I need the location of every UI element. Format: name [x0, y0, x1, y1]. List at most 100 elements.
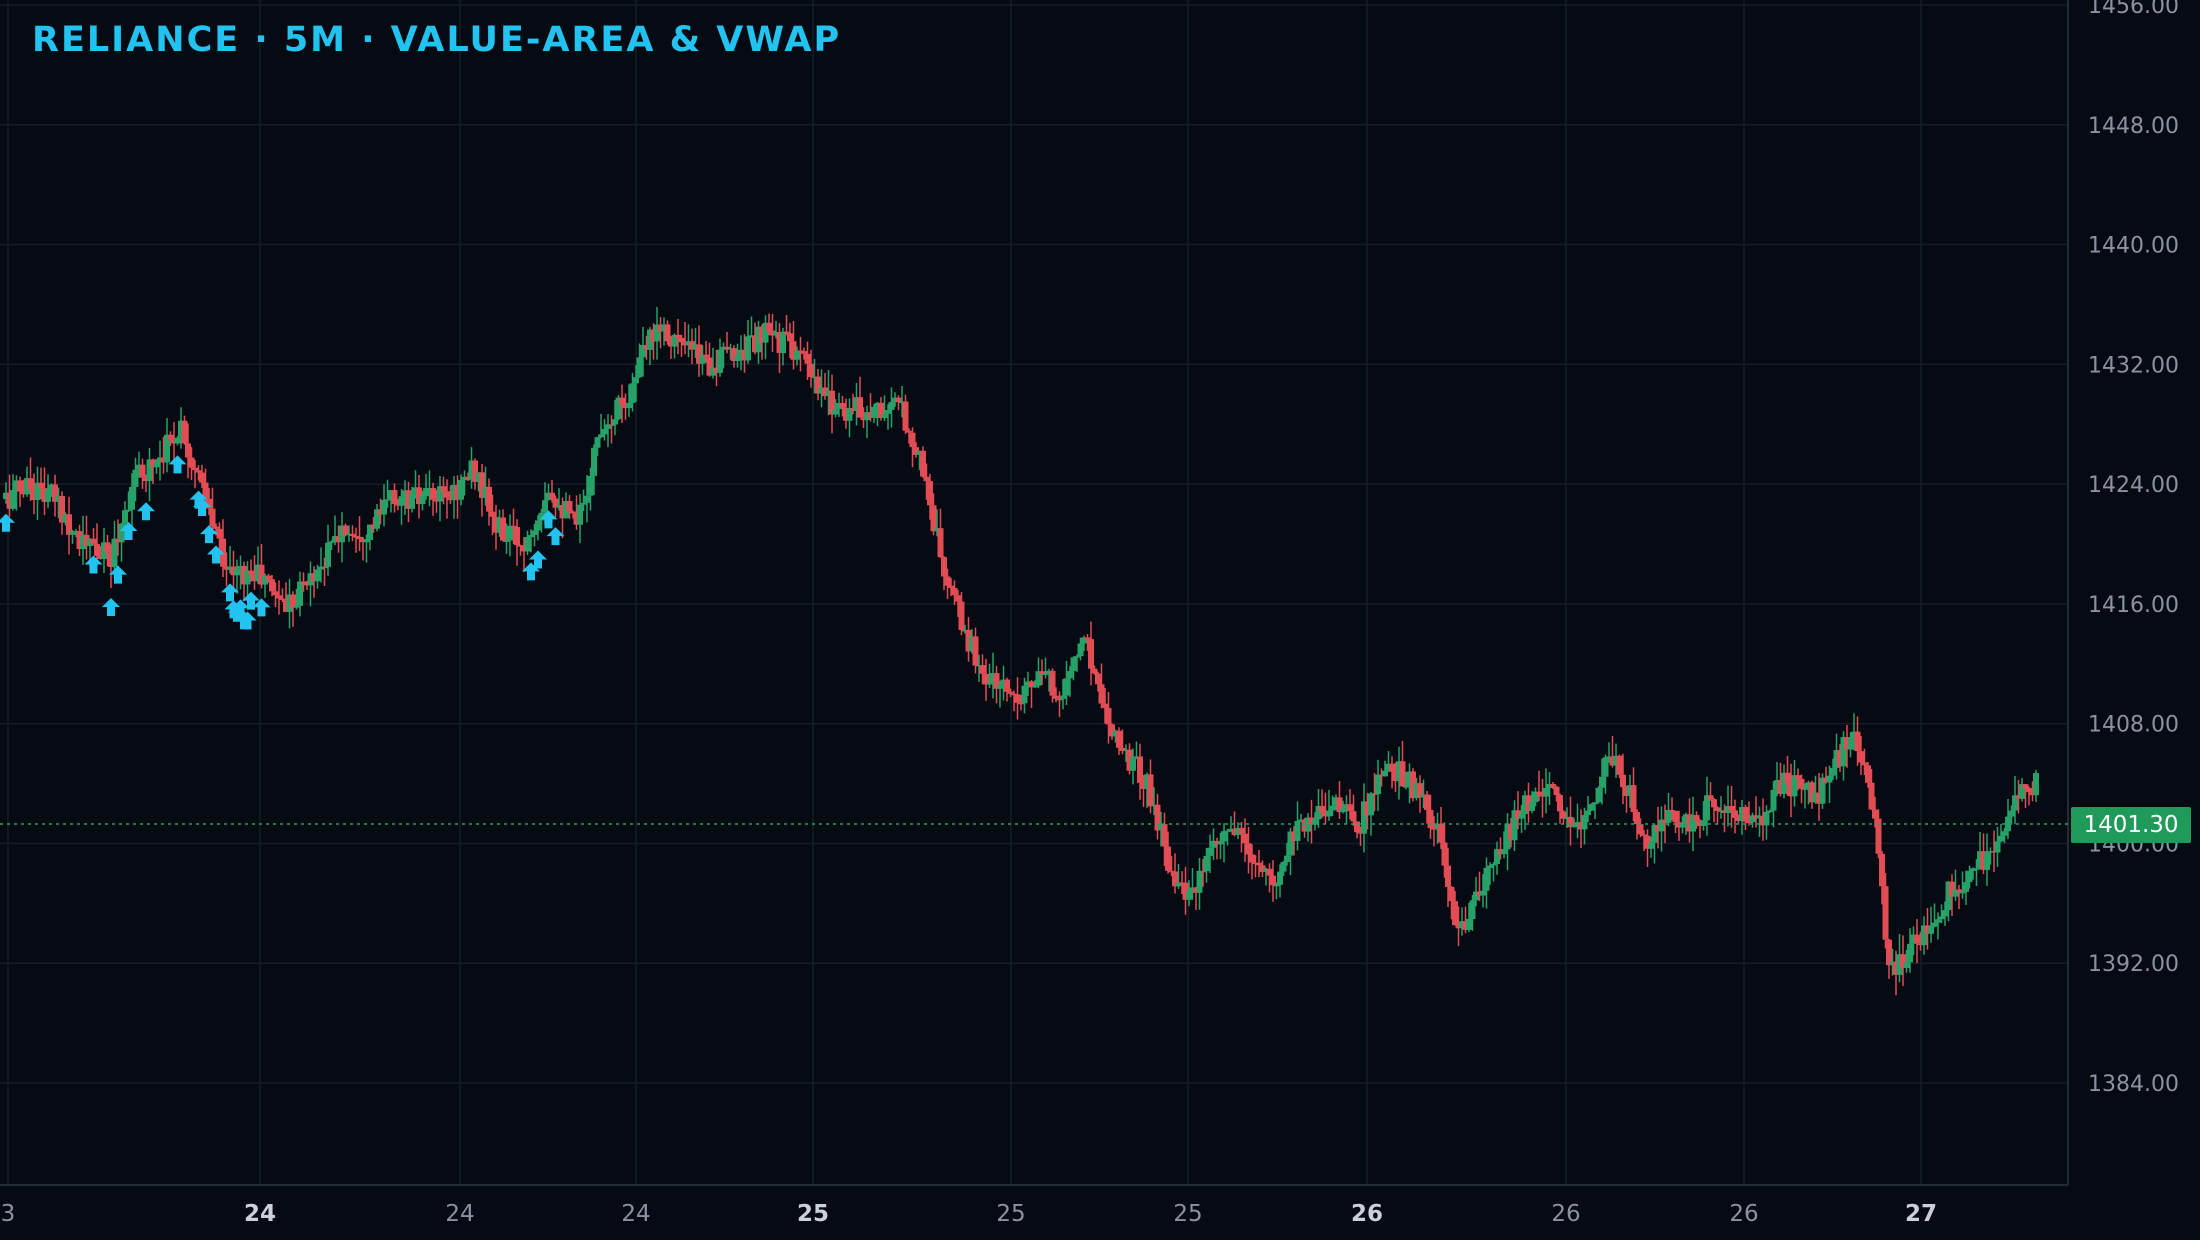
candle	[1539, 778, 1546, 818]
candle	[80, 515, 86, 565]
candle	[1987, 847, 1994, 865]
candle	[930, 493, 937, 536]
candle	[734, 343, 741, 368]
candle	[402, 480, 408, 515]
candle	[1655, 806, 1661, 849]
candle	[17, 476, 23, 507]
candle	[923, 463, 930, 500]
candle	[769, 313, 776, 353]
candle	[594, 436, 601, 456]
candle	[885, 404, 891, 430]
candle	[69, 529, 76, 544]
candle	[829, 374, 835, 434]
candle	[1700, 801, 1707, 831]
candle	[1753, 796, 1759, 828]
candle	[1389, 756, 1395, 789]
candle	[206, 487, 212, 516]
candle	[573, 495, 580, 530]
candle	[342, 523, 349, 537]
candle	[1291, 826, 1297, 856]
candle	[227, 546, 233, 574]
candle	[888, 387, 895, 428]
candle	[556, 488, 562, 511]
candle	[696, 325, 702, 377]
candle	[1851, 713, 1857, 751]
candle	[496, 509, 503, 537]
candle	[692, 327, 699, 358]
price-axis[interactable]: 1384.001392.001400.001408.001416.001424.…	[2088, 0, 2179, 1097]
candle	[1826, 765, 1833, 803]
candle	[199, 464, 205, 489]
time-tick-label: 27	[1905, 1201, 1937, 1227]
candle	[1049, 668, 1056, 703]
candle	[699, 345, 706, 375]
candle	[944, 568, 951, 600]
time-axis[interactable]: 3 24 24 24 25 25 25 26 26 26 27	[1, 1201, 1937, 1227]
candle	[269, 575, 275, 597]
candlestick-series	[3, 306, 2039, 996]
price-tick-label: 1456.00	[2088, 0, 2179, 19]
candle	[661, 317, 667, 346]
candle	[185, 423, 191, 479]
candle	[1147, 759, 1154, 814]
candle	[412, 470, 419, 499]
candle	[612, 400, 618, 436]
candle	[2008, 805, 2015, 825]
candle	[559, 497, 566, 539]
candle	[1770, 781, 1777, 828]
candle	[1921, 916, 1927, 955]
buy-signal-arrow	[193, 498, 211, 517]
candle	[1074, 654, 1080, 672]
candle	[1623, 785, 1630, 813]
candle	[1529, 791, 1535, 814]
candle	[339, 512, 345, 563]
candle	[1375, 759, 1381, 811]
candle	[1109, 723, 1115, 740]
candle	[1942, 901, 1948, 926]
buy-signal-arrow	[207, 545, 225, 564]
candle	[1410, 768, 1416, 802]
candle	[1742, 804, 1749, 831]
candle	[258, 543, 265, 589]
candle	[636, 343, 643, 379]
candle	[1952, 869, 1959, 901]
candle	[1021, 677, 1028, 714]
candle	[1228, 816, 1234, 832]
candle	[1455, 906, 1462, 946]
candle	[395, 499, 401, 511]
candle	[1875, 809, 1882, 859]
candle	[1497, 837, 1504, 860]
candle	[297, 571, 303, 617]
candle	[972, 627, 979, 674]
candle	[62, 512, 69, 526]
candle	[759, 324, 765, 360]
candle	[1676, 810, 1682, 841]
candle	[1581, 807, 1588, 845]
candle	[825, 369, 832, 416]
candle	[1158, 811, 1164, 847]
candle	[619, 384, 625, 424]
candle	[314, 564, 321, 589]
candle	[1830, 758, 1836, 780]
candle	[6, 474, 13, 517]
candle	[916, 450, 923, 471]
candle	[10, 474, 16, 511]
candle	[927, 473, 933, 520]
candle	[1616, 754, 1623, 779]
candle	[1039, 659, 1045, 685]
candle	[157, 440, 163, 481]
candle	[1137, 743, 1143, 800]
candle	[948, 577, 954, 597]
candle	[1728, 785, 1735, 828]
candle	[1777, 762, 1784, 797]
candle	[48, 483, 55, 497]
buy-signal-arrow	[109, 565, 127, 584]
candle	[1861, 748, 1868, 776]
candle	[797, 336, 804, 372]
candle	[748, 316, 755, 338]
candle	[223, 552, 230, 586]
buy-signal-arrows	[0, 455, 565, 630]
candle	[1767, 809, 1773, 813]
candle	[934, 509, 940, 537]
